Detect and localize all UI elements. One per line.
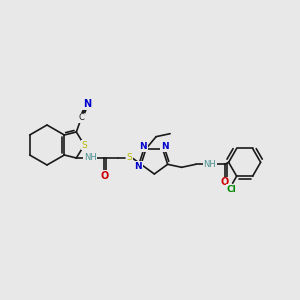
- Text: O: O: [220, 177, 229, 187]
- Text: N: N: [83, 99, 92, 109]
- Text: O: O: [100, 171, 108, 181]
- Text: N: N: [139, 142, 147, 151]
- Text: S: S: [81, 140, 87, 149]
- Text: N: N: [134, 162, 142, 171]
- Text: Cl: Cl: [227, 185, 236, 194]
- Text: C: C: [78, 113, 84, 122]
- Text: N: N: [161, 142, 168, 151]
- Text: NH: NH: [84, 154, 97, 163]
- Text: NH: NH: [203, 160, 216, 169]
- Text: S: S: [126, 154, 132, 163]
